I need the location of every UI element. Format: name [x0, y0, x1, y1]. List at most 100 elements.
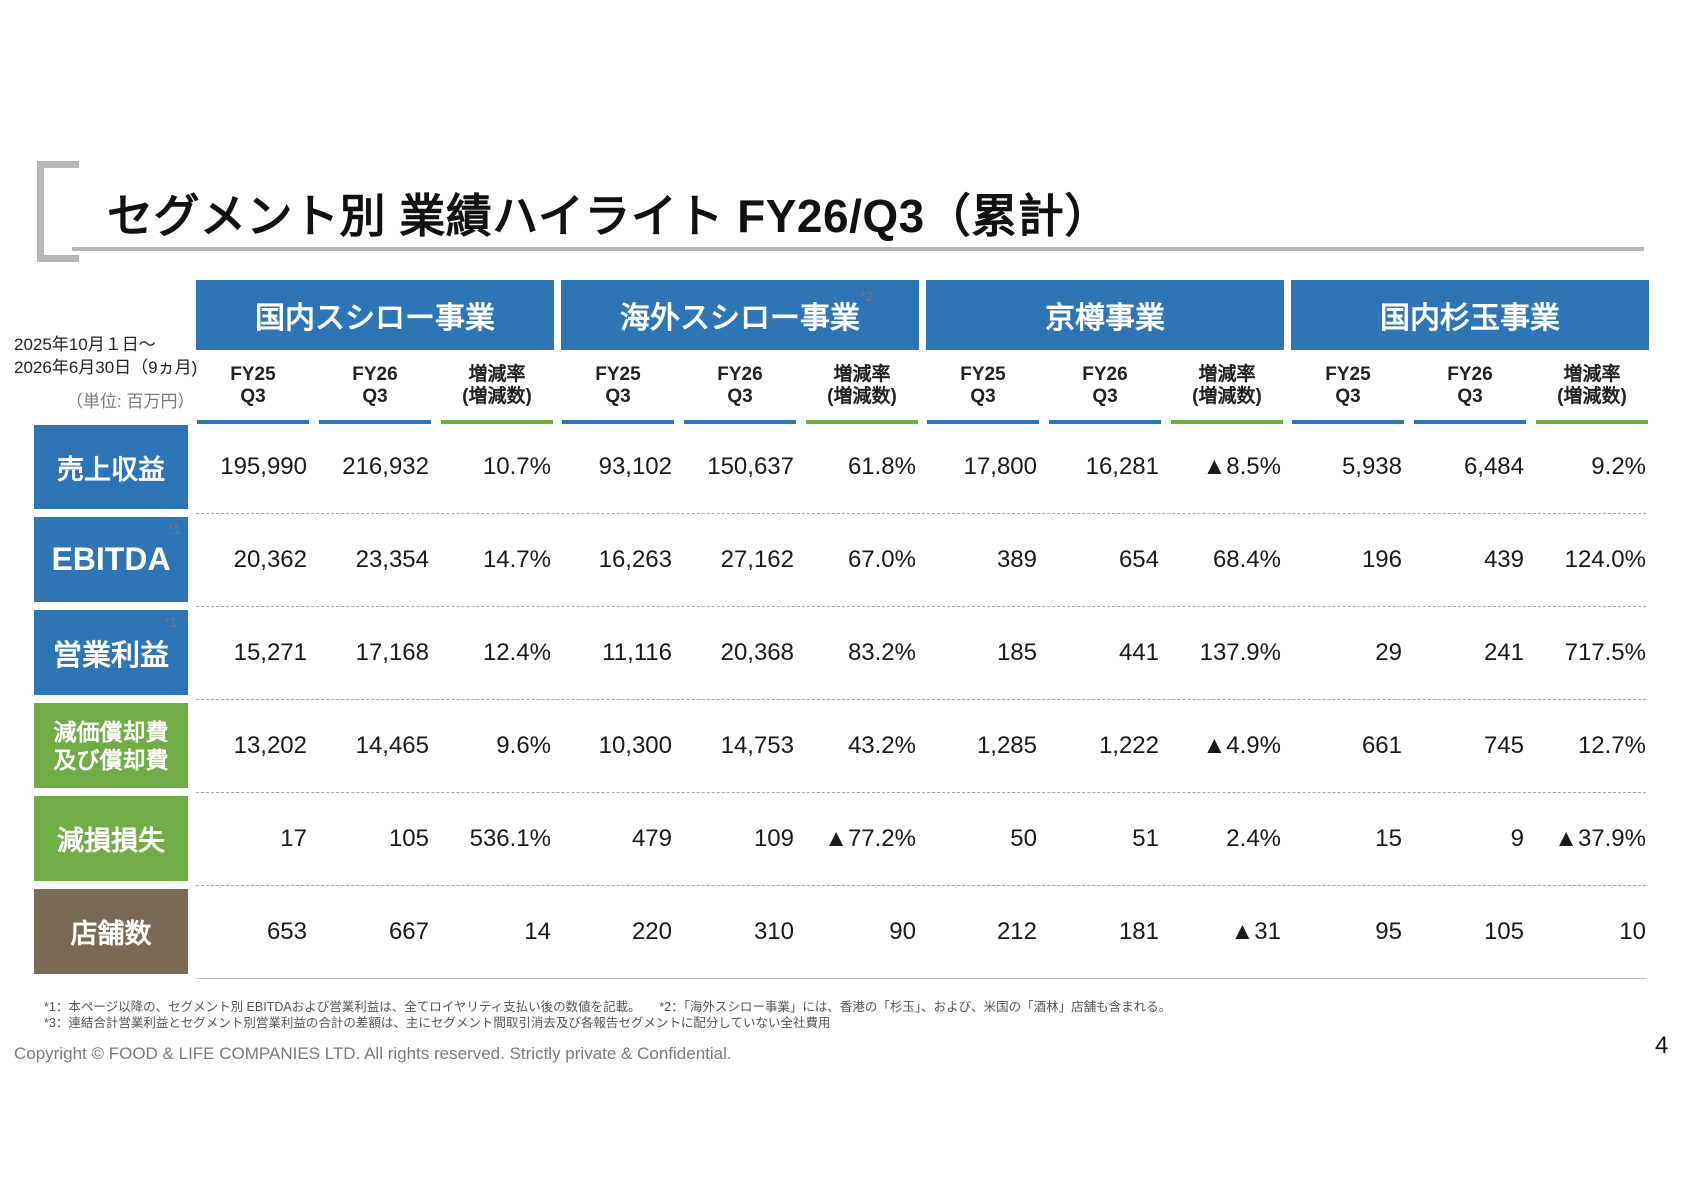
title-bracket-decoration — [37, 161, 67, 262]
column-header-line1: FY25 — [1325, 364, 1371, 385]
table-cell: 536.1% — [469, 825, 551, 852]
column-header-line2: Q3 — [727, 386, 753, 407]
row-separator — [196, 513, 1646, 514]
table-cell: 9 — [1510, 825, 1524, 852]
table-cell: 10,300 — [598, 732, 672, 759]
table-cell: 27,162 — [720, 546, 794, 573]
segment-header-domestic-sushiro: 国内スシロー事業 — [196, 280, 554, 350]
segment-name: 国内スシロー事業 — [255, 302, 495, 335]
segment-header-domestic-sugidama: 国内杉玉事業 — [1291, 280, 1649, 350]
footnote-3: *3：連結合計営業利益とセグメント別営業利益の合計の差額は、主にセグメント間取引… — [44, 1016, 831, 1030]
column-header-line2: Q3 — [970, 386, 996, 407]
table-cell: 9.2% — [1591, 453, 1646, 480]
column-header-underline — [806, 420, 918, 424]
column-header-line1: FY26 — [717, 364, 763, 385]
column-header-underline — [562, 420, 674, 424]
table-cell: 17,168 — [355, 639, 429, 666]
column-header: 増減率 (増減数) — [441, 364, 553, 408]
title-bracket-bottom-tick — [67, 255, 79, 262]
title-underline — [72, 247, 1644, 251]
column-header-underline — [1049, 420, 1161, 424]
period-start: 2025年10月１日～ — [14, 335, 156, 354]
column-header-line1: 増減率 — [833, 364, 891, 385]
column-header-line2: (増減数) — [1192, 386, 1262, 407]
column-header-line1: 増減率 — [1563, 364, 1621, 385]
table-cell: 95 — [1375, 918, 1402, 945]
table-cell: 1,285 — [976, 732, 1037, 759]
table-cell: 241 — [1483, 639, 1524, 666]
title-bracket-top-tick — [67, 161, 79, 168]
table-bottom-border — [196, 978, 1646, 979]
table-cell: 12.4% — [482, 639, 551, 666]
table-cell: 439 — [1483, 546, 1524, 573]
table-cell: 1,222 — [1098, 732, 1159, 759]
table-cell: 137.9% — [1199, 639, 1281, 666]
table-cell: 13,202 — [233, 732, 307, 759]
segment-note-overseas: *2 — [860, 288, 874, 304]
column-header: FY25 Q3 — [562, 364, 674, 408]
column-header-line2: Q3 — [605, 386, 631, 407]
column-header: FY26 Q3 — [1414, 364, 1526, 408]
column-header-line2: (増減数) — [462, 386, 532, 407]
segment-name: 海外スシロー事業 — [620, 302, 860, 335]
table-cell: 67.0% — [847, 546, 916, 573]
table-cell: 212 — [996, 918, 1037, 945]
table-cell: 23,354 — [355, 546, 429, 573]
table-cell: 5,938 — [1341, 453, 1402, 480]
row-separator — [196, 885, 1646, 886]
table-cell: 83.2% — [847, 639, 916, 666]
table-cell: ▲8.5% — [1202, 453, 1281, 480]
table-cell: 150,637 — [707, 453, 794, 480]
column-header-line1: FY26 — [1447, 364, 1493, 385]
table-cell: ▲77.2% — [824, 825, 916, 852]
segment-name: 国内杉玉事業 — [1380, 302, 1560, 335]
table-cell: 310 — [753, 918, 794, 945]
table-cell: 109 — [753, 825, 794, 852]
table-cell: 16,281 — [1085, 453, 1159, 480]
column-header-line1: 増減率 — [1198, 364, 1256, 385]
column-header-underline — [319, 420, 431, 424]
table-cell: ▲37.9% — [1554, 825, 1646, 852]
column-header-line1: 増減率 — [468, 364, 526, 385]
column-header-underline — [1171, 420, 1283, 424]
row-separator — [196, 699, 1646, 700]
table-cell: 93,102 — [598, 453, 672, 480]
footnote-1-2: *1：本ページ以降の、セグメント別 EBITDAおよび営業利益は、全てロイヤリテ… — [44, 1000, 1172, 1014]
table-cell: 216,932 — [342, 453, 429, 480]
column-header-underline — [927, 420, 1039, 424]
table-cell: 6,484 — [1463, 453, 1524, 480]
column-header-underline — [684, 420, 796, 424]
table-cell: 105 — [388, 825, 429, 852]
column-header-underline — [1536, 420, 1648, 424]
column-header-line2: Q3 — [1092, 386, 1118, 407]
row-label-store-count: 店舗数 — [34, 889, 188, 974]
table-cell: 105 — [1483, 918, 1524, 945]
row-separator — [196, 792, 1646, 793]
column-header: FY26 Q3 — [319, 364, 431, 408]
page-number: 4 — [1655, 1032, 1669, 1059]
table-cell: 14.7% — [482, 546, 551, 573]
row-label-depreciation: 減価償却費 及び償却費 — [34, 703, 188, 788]
column-header-line2: (増減数) — [827, 386, 897, 407]
column-header-underline — [1292, 420, 1404, 424]
table-cell: 9.6% — [496, 732, 551, 759]
table-cell: 15,271 — [233, 639, 307, 666]
unit-label: （単位: 百万円） — [66, 392, 195, 411]
page-title: セグメント別 業績ハイライト FY26/Q3（累計） — [107, 190, 1111, 242]
table-cell: 196 — [1361, 546, 1402, 573]
column-header-line1: FY25 — [960, 364, 1006, 385]
table-cell: 61.8% — [847, 453, 916, 480]
column-header-line1: FY26 — [1082, 364, 1128, 385]
copyright-notice: Copyright © FOOD & LIFE COMPANIES LTD. A… — [14, 1044, 732, 1063]
table-cell: 43.2% — [847, 732, 916, 759]
column-header: FY25 Q3 — [927, 364, 1039, 408]
table-cell: 181 — [1118, 918, 1159, 945]
table-cell: 717.5% — [1564, 639, 1646, 666]
table-cell: 12.7% — [1577, 732, 1646, 759]
row-label-ebitda: EBITDA — [34, 517, 188, 602]
column-header-line2: Q3 — [362, 386, 388, 407]
column-header: FY26 Q3 — [684, 364, 796, 408]
row-note-ebitda: *1 — [168, 521, 182, 537]
table-cell: 2.4% — [1226, 825, 1281, 852]
column-header-line2: Q3 — [1335, 386, 1361, 407]
